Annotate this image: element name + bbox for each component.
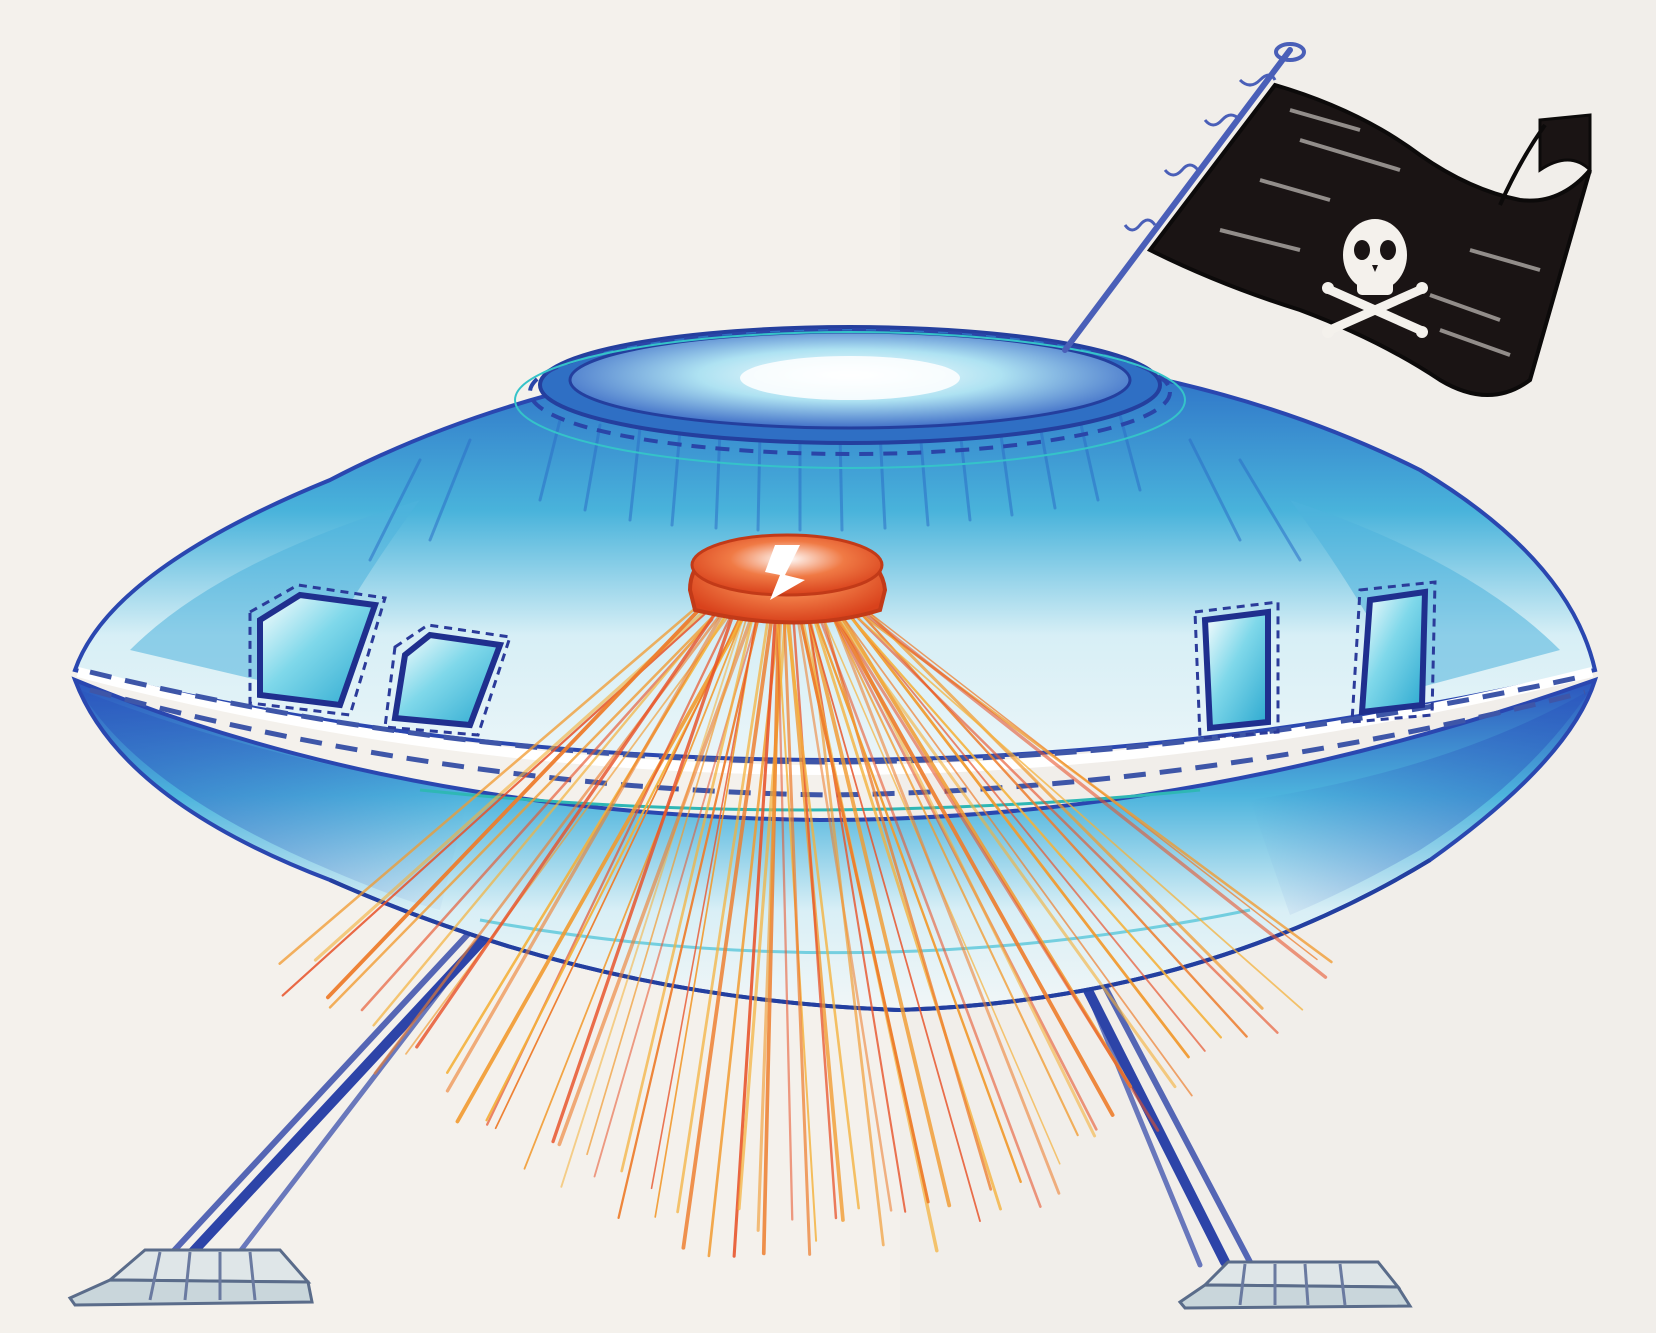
beam-ray [805, 610, 981, 1222]
beam-ray [797, 612, 930, 1204]
right-foot-pad [1177, 1260, 1413, 1310]
upper-hull-left-shine [130, 500, 420, 690]
window-left-2 [383, 623, 512, 737]
beam-ray [455, 617, 744, 1124]
beam-ray [818, 615, 1042, 1208]
window-left-1 [248, 583, 387, 717]
dome-highlight [740, 356, 960, 400]
beam-ray [853, 613, 1304, 1011]
light-beam [278, 598, 1333, 1258]
beam-ray [523, 608, 747, 1170]
beam-ray [620, 600, 758, 1173]
beam-ray [839, 601, 1206, 1052]
beam-ray [831, 611, 1115, 1117]
beam-ray [560, 615, 745, 1188]
beam-ray [756, 618, 783, 1232]
beam-ray [676, 616, 770, 1214]
beam-ray [830, 610, 1061, 1195]
beam-ray [415, 606, 721, 1049]
beam-ray [732, 618, 777, 1258]
beam-ray [445, 603, 730, 1093]
lower-hull-right-shading [1250, 690, 1590, 915]
upper-hull-hatching [368, 413, 1302, 562]
beam-ray [776, 609, 794, 1221]
lower-hull-left-shading [80, 690, 470, 910]
skull-and-crossbones-icon [1322, 219, 1428, 338]
beam-ray [405, 612, 732, 1055]
beam-ray [372, 614, 716, 1027]
beam-ray [681, 608, 775, 1250]
beam-ray [650, 605, 760, 1190]
pirate-flag [1146, 82, 1592, 397]
beam-ray [791, 603, 838, 1220]
beam-ray [551, 601, 739, 1144]
dome-dashed-ring [528, 328, 1172, 456]
left-landing-leg [167, 895, 525, 1261]
beam-ray [826, 605, 1079, 1137]
beam-ray [617, 613, 761, 1220]
beam-ray [494, 607, 745, 1130]
beam-ray [828, 604, 1160, 1132]
beam-ray [841, 607, 1222, 1039]
window-right-2 [1350, 580, 1437, 724]
beam-ray [835, 617, 1177, 1089]
beam-ray [844, 609, 1190, 1059]
rim-dashed-line-lower [89, 687, 1586, 798]
window-right-1 [1193, 600, 1280, 740]
beam-ray [848, 608, 1279, 1034]
beam-ray [360, 618, 714, 1012]
beam-ray [328, 602, 727, 1009]
flag-pole [1062, 42, 1306, 353]
beam-ray [782, 616, 812, 1256]
beam-ray [325, 599, 710, 1000]
left-foot-pad [67, 1248, 314, 1307]
beam-ray [859, 603, 1264, 1010]
beam-ray [278, 603, 701, 965]
beam-ray [803, 601, 952, 1208]
beam-ray [808, 605, 1002, 1211]
beam-ray [808, 601, 1022, 1184]
beam-ray [863, 612, 1328, 979]
beam-ray [833, 604, 1193, 1097]
beam-ray [586, 608, 750, 1156]
lower-hull-rim-line [329, 858, 1432, 1013]
beam-ray [821, 613, 993, 1191]
beam-emitter-highlight [765, 545, 805, 600]
beam-ray [557, 614, 754, 1147]
beam-ray [654, 606, 759, 1218]
rim-seam [76, 667, 1594, 776]
beam-ray [785, 613, 860, 1210]
dome-cyan-ring [514, 331, 1186, 469]
